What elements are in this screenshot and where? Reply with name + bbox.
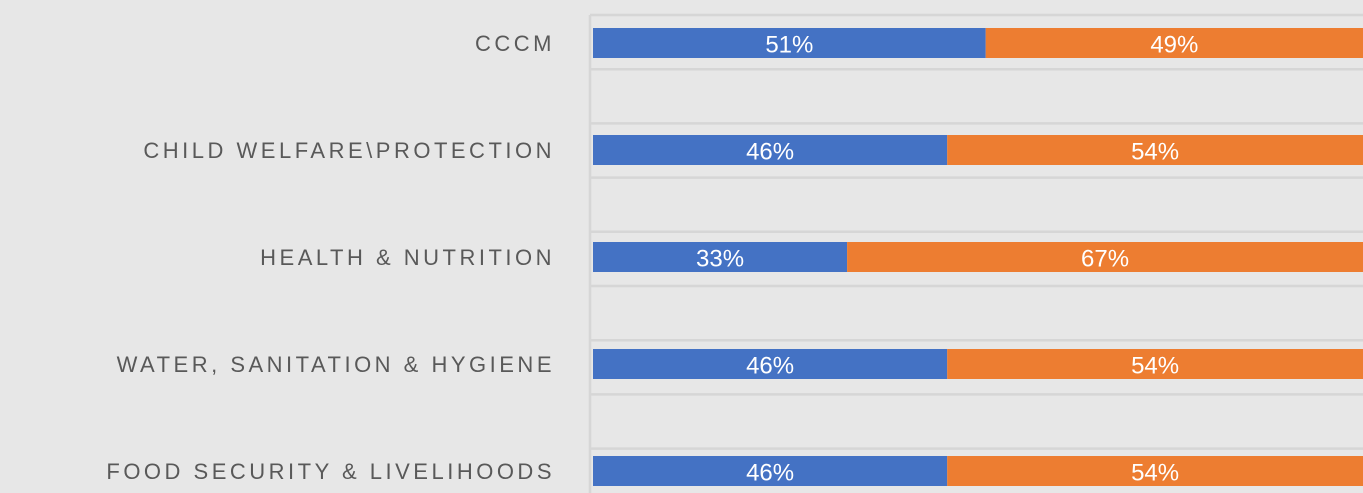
category-label: CHILD WELFARE\PROTECTION — [143, 138, 555, 163]
value-label: 49% — [1150, 31, 1198, 58]
value-label: 46% — [746, 459, 794, 486]
bar-segment — [947, 456, 1363, 486]
value-label: 54% — [1131, 138, 1179, 165]
bar-segment — [985, 28, 1363, 58]
category-label: CCCM — [475, 31, 555, 56]
bar-segment — [593, 242, 848, 272]
bar-segment — [847, 242, 1363, 272]
category-label: HEALTH & NUTRITION — [260, 245, 555, 270]
value-label: 51% — [765, 31, 813, 58]
bar-segment — [593, 456, 948, 486]
value-label: 46% — [746, 138, 794, 165]
value-label: 46% — [746, 352, 794, 379]
bar-segment — [947, 349, 1363, 379]
bar-segment — [593, 349, 948, 379]
value-label: 33% — [696, 245, 744, 272]
value-label: 54% — [1131, 459, 1179, 486]
bar-segment — [593, 28, 986, 58]
bar-segment — [593, 135, 948, 165]
value-label: 67% — [1081, 245, 1129, 272]
category-label: WATER, SANITATION & HYGIENE — [117, 352, 555, 377]
value-label: 54% — [1131, 352, 1179, 379]
category-label: FOOD SECURITY & LIVELIHOODS — [106, 459, 555, 484]
bar-segment — [947, 135, 1363, 165]
